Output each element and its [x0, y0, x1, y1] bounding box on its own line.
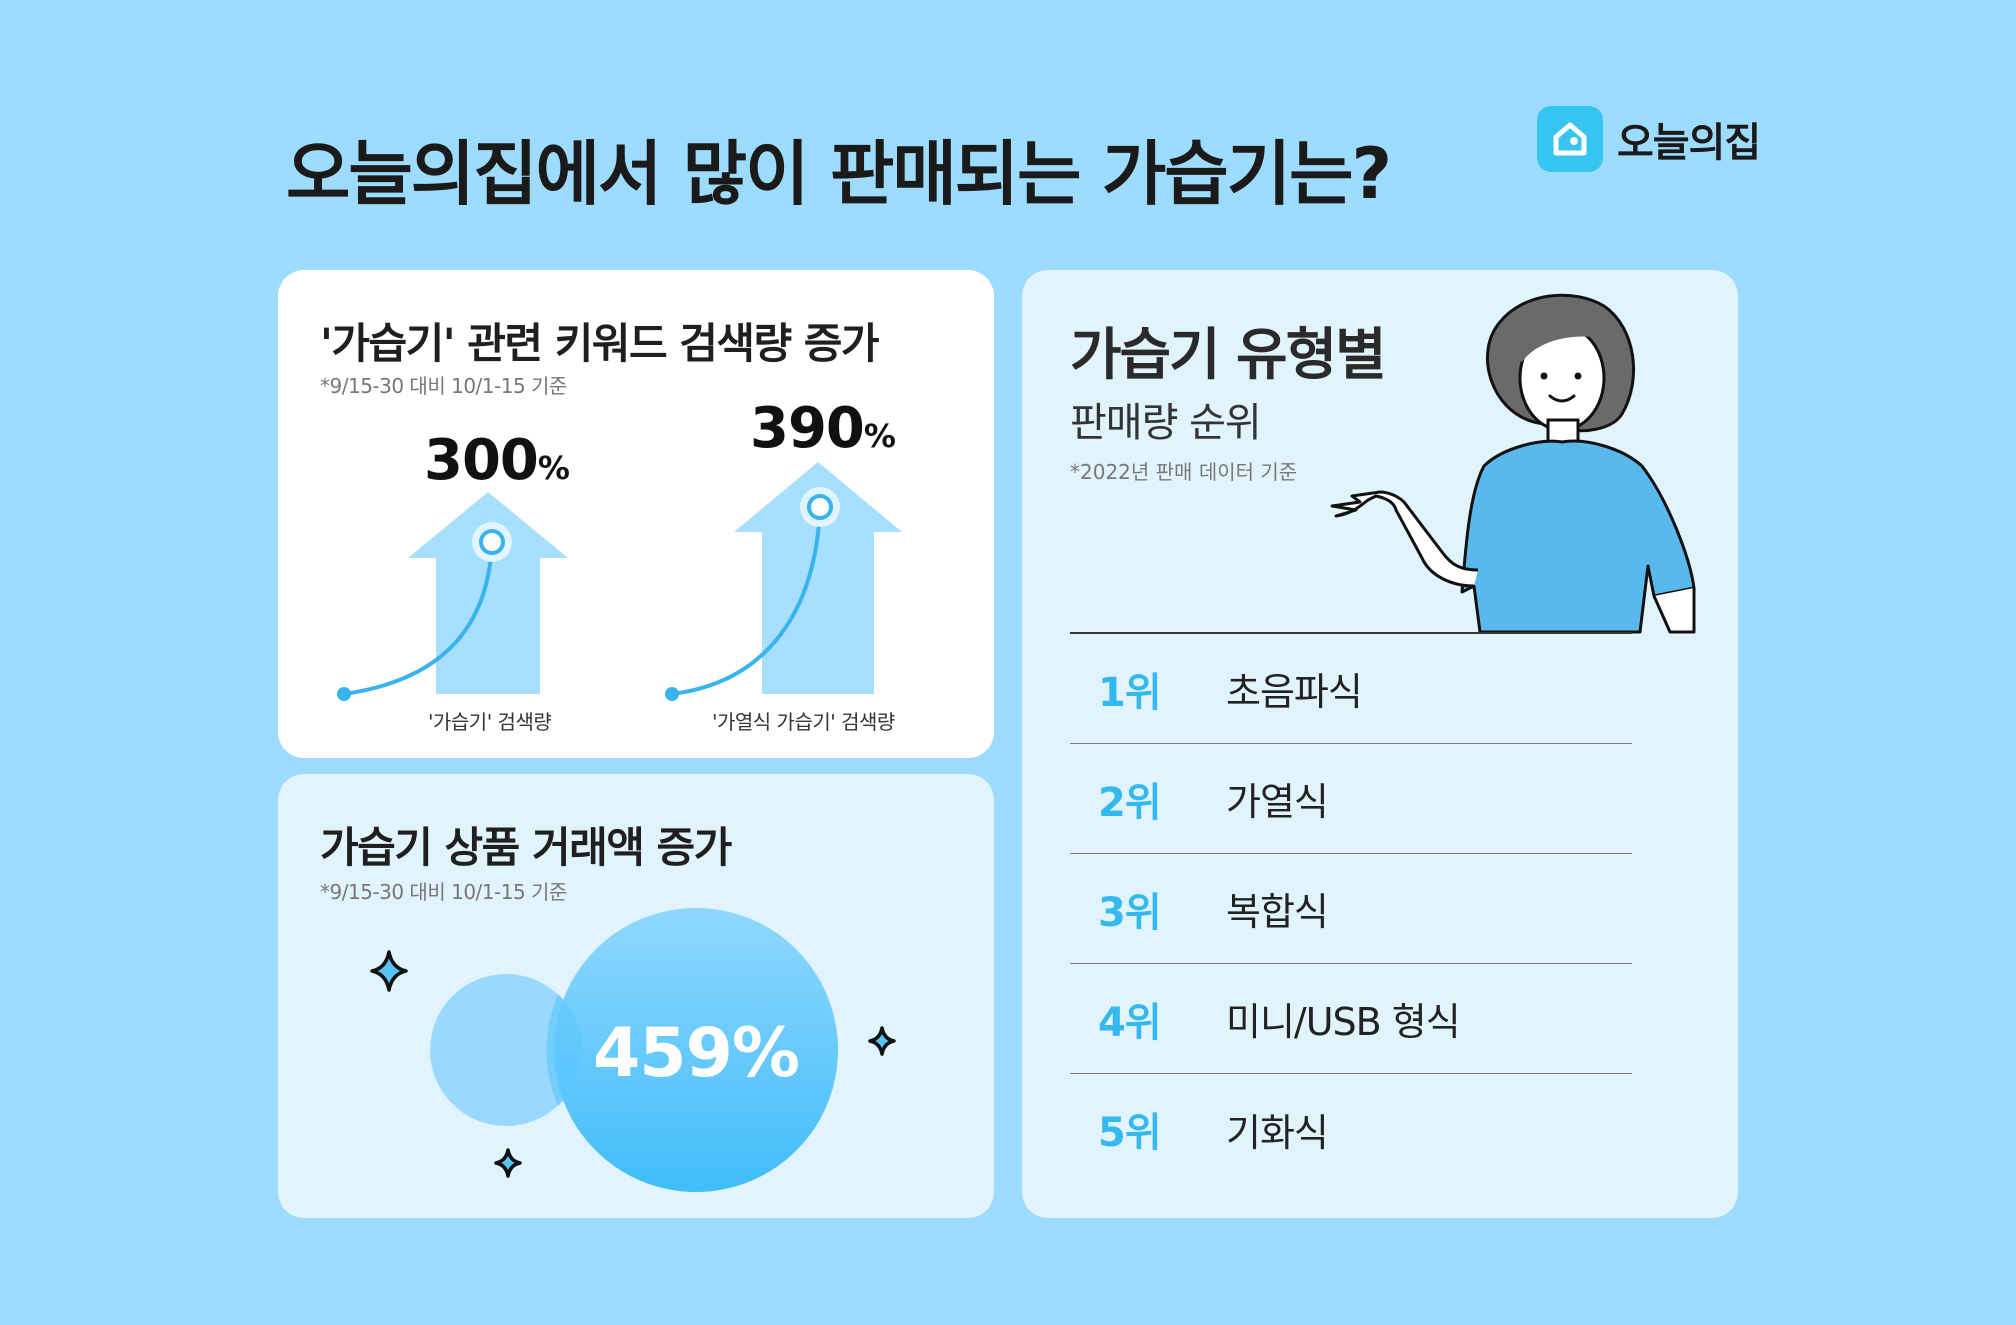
list-item: 2위 가열식 [1070, 744, 1632, 854]
list-item: 4위 미니/USB 형식 [1070, 964, 1632, 1074]
rank-type: 초음파식 [1226, 670, 1363, 714]
large-circle [554, 908, 838, 1192]
search-volume-card: '가습기' 관련 키워드 검색량 증가 *9/15-30 대비 10/1-15 … [278, 270, 994, 758]
curve-end-dot-2 [807, 494, 833, 520]
sparkle-icon [370, 950, 896, 1178]
list-item: 3위 복합식 [1070, 854, 1632, 964]
sales-card-note: *9/15-30 대비 10/1-15 기준 [320, 880, 567, 904]
rank-position: 3위 [1098, 889, 1162, 936]
rank-card-note: *2022년 판매 데이터 기준 [1070, 460, 1298, 484]
up-arrow-1 [408, 492, 568, 694]
brand-name: 오늘의집 [1617, 120, 1761, 166]
search-arrow-graphic [337, 462, 902, 701]
rank-position: 1위 [1098, 669, 1162, 716]
house-icon [1537, 106, 1603, 172]
rank-type: 복합식 [1226, 890, 1329, 934]
search-percent-1: 300% [424, 428, 570, 493]
search-label-2: '가열식 가습기' 검색량 [712, 710, 895, 734]
list-item: 1위 초음파식 [1070, 634, 1632, 744]
up-arrow-2 [734, 462, 902, 694]
rank-card-title: 가습기 유형별 [1070, 323, 1387, 388]
small-circle [430, 974, 582, 1126]
growth-curve-1 [343, 541, 494, 696]
sales-amount-card: 가습기 상품 거래액 증가 *9/15-30 대비 10/1-15 기준 459… [278, 774, 994, 1218]
rank-position: 5위 [1098, 1110, 1162, 1156]
page-title: 오늘의집에서 많이 판매되는 가습기는? [286, 133, 1392, 215]
sales-percent: 459% [592, 1014, 800, 1093]
rank-type: 미니/USB 형식 [1226, 1000, 1461, 1044]
rank-position: 4위 [1098, 999, 1162, 1046]
ranking-list: 1위 초음파식 2위 가열식 3위 복합식 4위 미니/USB 형식 5위 기화… [1070, 632, 1632, 1184]
rank-type: 기화식 [1226, 1110, 1329, 1155]
search-label-1: '가습기' 검색량 [428, 710, 552, 734]
list-item: 5위 기화식 [1070, 1074, 1632, 1184]
search-percent-2: 390% [750, 396, 896, 461]
growth-curve-2 [671, 506, 822, 696]
sales-circles-graphic [370, 908, 896, 1192]
search-card-title: '가습기' 관련 키워드 검색량 증가 [320, 319, 880, 368]
type-ranking-card: 가습기 유형별 판매량 순위 *2022년 판매 데이터 기준 1위 초음파식 … [1022, 270, 1738, 1218]
sales-card-title: 가습기 상품 거래액 증가 [320, 823, 732, 872]
search-card-note: *9/15-30 대비 10/1-15 기준 [320, 374, 567, 398]
curve-end-dot-1 [479, 529, 505, 555]
rank-card-subtitle: 판매량 순위 [1070, 400, 1262, 446]
rank-type: 가열식 [1226, 780, 1329, 824]
brand: 오늘의집 [1537, 106, 1761, 172]
rank-position: 2위 [1098, 779, 1162, 826]
person-illustration [1330, 293, 1696, 634]
